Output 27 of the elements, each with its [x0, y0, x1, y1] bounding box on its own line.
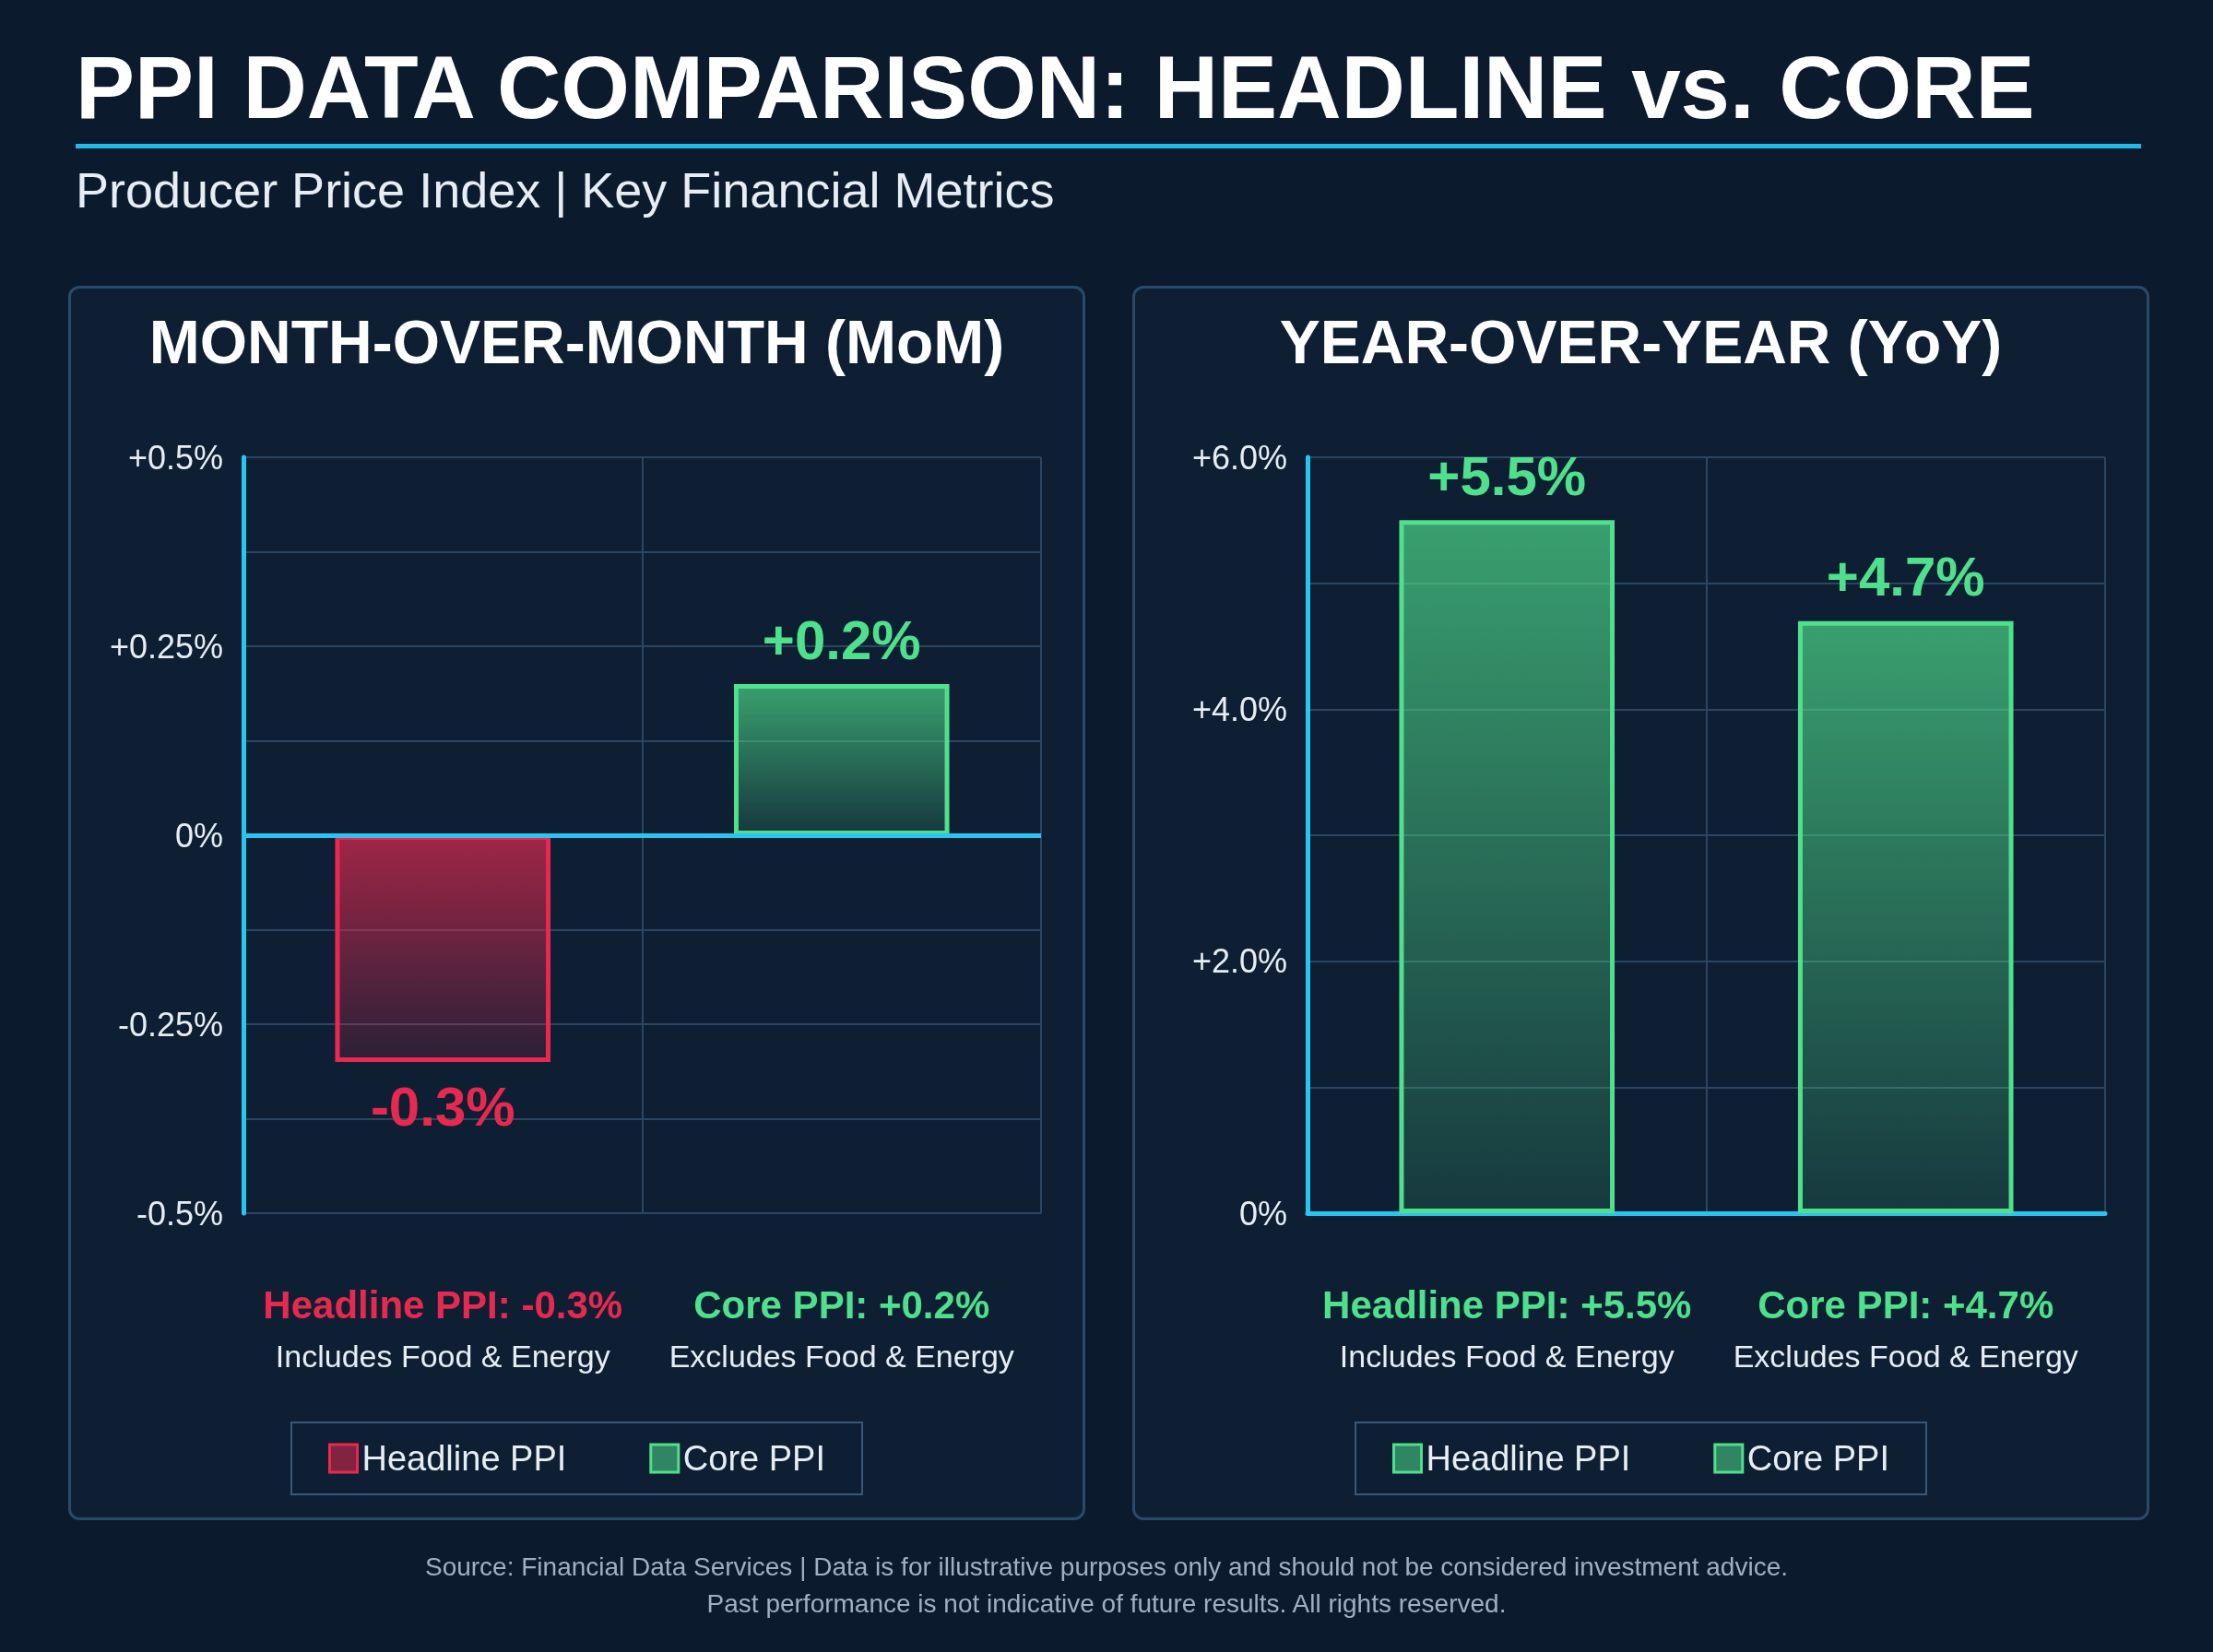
text: PPI DATA COMPARISON: HEADLINE vs. CORE — [76, 37, 2141, 148]
y-tick-label: -0.5% — [136, 1194, 223, 1233]
x-tick-label: Core PPI: +0.2% Excludes Food & Energy — [669, 1282, 1014, 1374]
x-tick-label: Headline PPI: -0.3% Includes Food & Energy — [263, 1282, 623, 1374]
x-tick-label: Headline PPI: +5.5% Includes Food & Energy — [1322, 1282, 1692, 1374]
y-tick-label: +4.0% — [1191, 690, 1287, 728]
chart-title: MONTH-OVER-MONTH (MoM) — [148, 308, 1005, 376]
text: Producer Price Index | Key Financial Metrics — [76, 161, 1056, 218]
chart-title: YEAR-OVER-YEAR (YoY) — [1279, 308, 2003, 376]
source-note: Source: Financial Data Services | Data is for illustrative purposes only and should not be considered investment advice. — [423, 1552, 1789, 1583]
y-tick-label: +2.0% — [1191, 942, 1287, 981]
legend-label: Headline PPI — [1426, 1439, 1631, 1478]
y-tick-label: +6.0% — [1191, 438, 1287, 477]
y-tick-label: -0.25% — [117, 1005, 223, 1044]
y-tick-label: 0% — [174, 816, 223, 855]
x-tick-label: Core PPI: +4.7% Excludes Food & Energy — [1733, 1282, 2078, 1374]
legend-label: Headline PPI — [361, 1439, 567, 1478]
text: Past performance is not indicative of future results. All rights reserved. — [705, 1588, 1508, 1620]
data-label: +5.5% — [1427, 444, 1587, 507]
data-label: +0.2% — [762, 608, 921, 671]
y-tick-label: +0.5% — [127, 438, 223, 477]
legend-label: Core PPI — [1746, 1439, 1889, 1478]
legend-label: Core PPI — [682, 1439, 825, 1478]
y-tick-label: +0.25% — [109, 627, 223, 666]
data-label: -0.3% — [370, 1075, 515, 1138]
data-label: +4.7% — [1826, 546, 1985, 608]
y-tick-label: 0% — [1238, 1194, 1287, 1233]
